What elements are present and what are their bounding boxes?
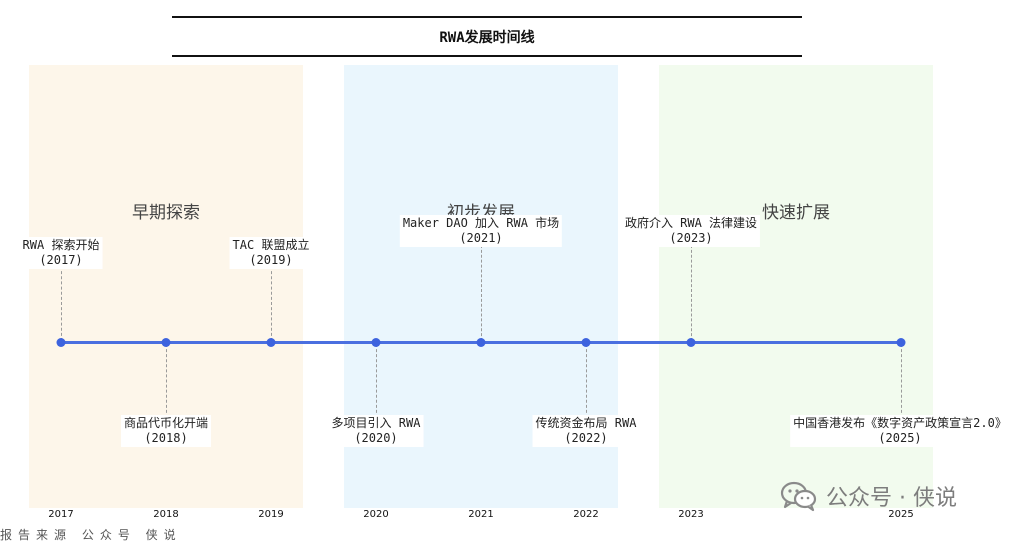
event-year: (2022) xyxy=(564,431,608,445)
event-label: 商品代币化开端 xyxy=(123,416,209,430)
event-label: 多项目引入 RWA xyxy=(331,416,421,430)
connector-2021 xyxy=(481,245,482,341)
event-2025: 中国香港发布《数字资产政策宣言2.0》 (2025) xyxy=(790,415,1010,447)
x-tick-2023: 2023 xyxy=(678,509,704,520)
x-tick-2022: 2022 xyxy=(573,509,599,520)
connector-2025 xyxy=(901,344,902,418)
event-year: (2021) xyxy=(459,231,503,245)
event-label: RWA 探索开始 xyxy=(22,238,100,252)
event-label: TAC 联盟成立 xyxy=(232,238,310,252)
event-year: (2025) xyxy=(878,431,922,445)
event-year: (2019) xyxy=(249,253,293,267)
event-label: 中国香港发布《数字资产政策宣言2.0》 xyxy=(793,416,1007,430)
watermark: 公众号 · 侠说 xyxy=(780,478,957,514)
x-tick-2020: 2020 xyxy=(363,509,389,520)
dot-2025 xyxy=(896,338,906,347)
x-tick-2017: 2017 xyxy=(48,509,74,520)
connector-2018 xyxy=(166,344,167,418)
connector-2023 xyxy=(691,245,692,341)
title-frame: RWA发展时间线 xyxy=(172,16,802,57)
event-2020: 多项目引入 RWA (2020) xyxy=(328,415,424,447)
event-year: (2023) xyxy=(669,231,713,245)
watermark-text: 公众号 · 侠说 xyxy=(826,486,957,511)
event-2023: 政府介入 RWA 法律建设 (2023) xyxy=(621,215,761,247)
dot-2023 xyxy=(686,338,696,347)
event-year: (2020) xyxy=(354,431,398,445)
dot-2022 xyxy=(581,338,591,347)
wechat-icon xyxy=(780,481,817,512)
diagram-title: RWA发展时间线 xyxy=(439,29,535,46)
dot-2019 xyxy=(266,338,276,347)
x-tick-2018: 2018 xyxy=(153,509,179,520)
event-2021: Maker DAO 加入 RWA 市场 (2021) xyxy=(399,215,563,247)
event-label: 传统资金布局 RWA xyxy=(535,416,637,430)
event-year: (2017) xyxy=(39,253,83,267)
x-tick-2025: 2025 xyxy=(888,509,914,520)
connector-2019 xyxy=(271,266,272,341)
phase-label-expansion: 快速扩展 xyxy=(762,203,830,223)
x-tick-2019: 2019 xyxy=(258,509,284,520)
event-label: Maker DAO 加入 RWA 市场 xyxy=(402,216,560,230)
connector-2017 xyxy=(61,266,62,341)
event-label: 政府介入 RWA 法律建设 xyxy=(624,216,758,230)
bottom-cut-text: 报告来源 公众号 侠说 xyxy=(0,528,182,542)
x-tick-2021: 2021 xyxy=(468,509,494,520)
connector-2022 xyxy=(586,344,587,418)
event-year: (2018) xyxy=(144,431,188,445)
dot-2020 xyxy=(371,338,381,347)
event-2018: 商品代币化开端 (2018) xyxy=(120,415,212,447)
connector-2020 xyxy=(376,344,377,418)
event-2017: RWA 探索开始 (2017) xyxy=(19,237,103,269)
phase-label-early: 早期探索 xyxy=(132,203,200,223)
event-2019: TAC 联盟成立 (2019) xyxy=(229,237,313,269)
dot-2017 xyxy=(56,338,66,347)
dot-2018 xyxy=(161,338,171,347)
event-2022: 传统资金布局 RWA (2022) xyxy=(532,415,640,447)
dot-2021 xyxy=(476,338,486,347)
